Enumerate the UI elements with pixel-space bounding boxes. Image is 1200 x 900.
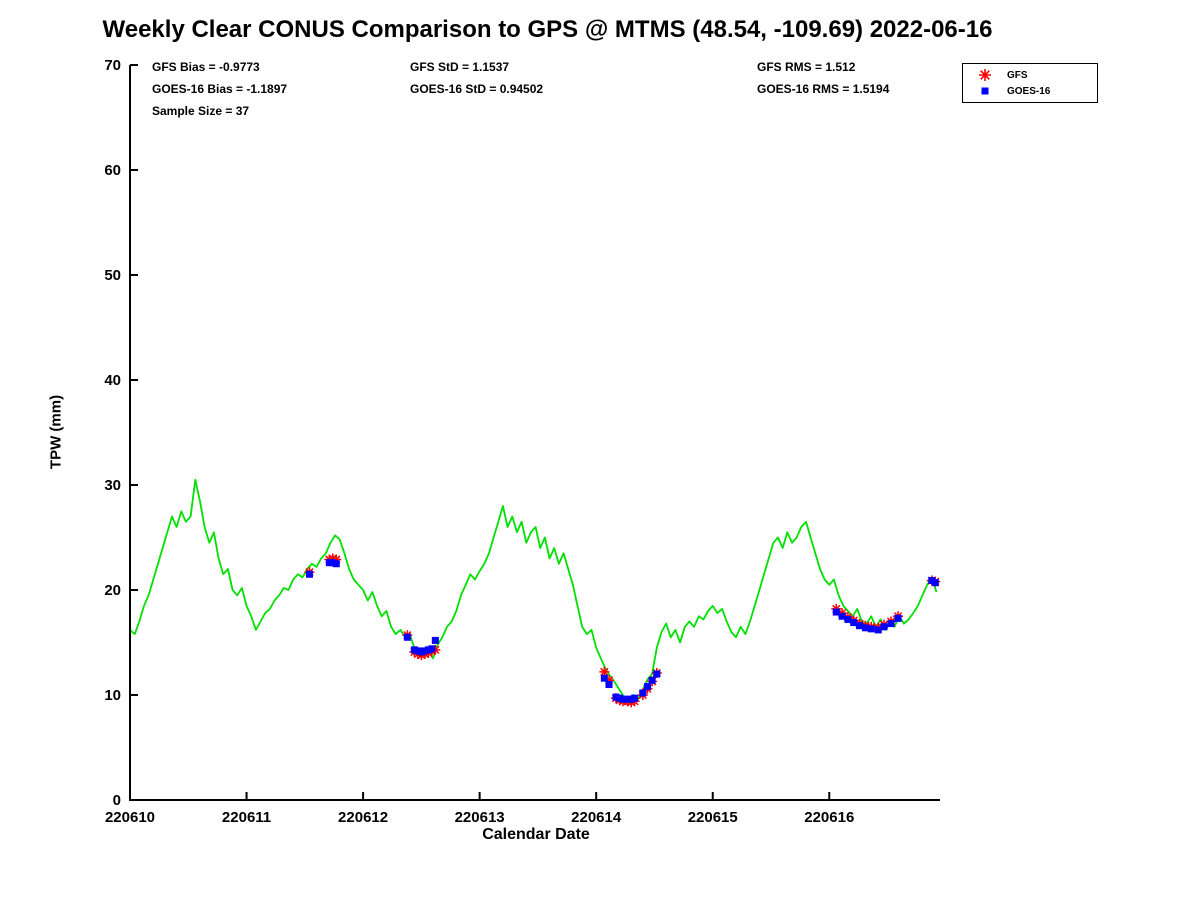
x-tick-label: 220611 [222, 809, 271, 826]
goes16-marker [867, 625, 875, 633]
goes16-marker [850, 619, 858, 627]
gfs-asterisk-icon [979, 69, 991, 81]
y-tick-label: 20 [104, 582, 121, 599]
goes16-marker [874, 626, 882, 634]
legend-square-glyph [981, 87, 989, 95]
goes16-markers [305, 559, 939, 703]
stat-goes16-std: GOES-16 StD = 0.94502 [410, 82, 544, 96]
goes16-marker [838, 612, 846, 620]
goes16-marker [844, 615, 852, 623]
goes16-marker [887, 620, 895, 628]
y-tick-label: 30 [104, 477, 121, 494]
stat-goes16-rms: GOES-16 RMS = 1.5194 [757, 82, 890, 96]
y-tick-label: 40 [104, 372, 121, 389]
goes16-marker [639, 689, 647, 697]
goes16-marker [431, 636, 439, 644]
stat-goes16-bias: GOES-16 Bias = -1.1897 [152, 82, 288, 96]
goes16-marker [880, 623, 888, 631]
x-tick-label: 220614 [571, 809, 622, 826]
y-tick-label: 10 [104, 687, 121, 704]
goes16-marker [643, 683, 651, 691]
goes16-marker [332, 560, 340, 568]
goes16-marker [403, 633, 411, 641]
stat-gfs-rms: GFS RMS = 1.512 [757, 60, 856, 74]
gfs-marker [599, 666, 610, 677]
gps-line [129, 478, 938, 702]
y-tick-label: 70 [104, 57, 121, 74]
stat-gfs-bias: GFS Bias = -0.9773 [152, 60, 260, 74]
goes16-marker [648, 676, 656, 684]
stats-column-std: GFS StD = 1.1537 GOES-16 StD = 0.94502 [410, 56, 543, 100]
legend-label-goes16: GOES-16 [1007, 85, 1051, 97]
goes16-marker [653, 670, 661, 678]
stats-column-rms: GFS RMS = 1.512 GOES-16 RMS = 1.5194 [757, 56, 889, 100]
stat-sample-size: Sample Size = 37 [152, 104, 250, 118]
x-tick-label: 220612 [338, 809, 388, 826]
x-tick-label: 220613 [455, 809, 505, 826]
y-tick-label: 0 [113, 792, 121, 809]
legend-item-goes16: GOES-16 [963, 84, 1097, 99]
goes16-marker [861, 624, 869, 632]
goes16-marker [605, 681, 613, 688]
gfs-marker [327, 553, 338, 564]
stats-column-bias: GFS Bias = -0.9773 GOES-16 Bias = -1.189… [152, 56, 287, 122]
y-tick-label: 50 [104, 267, 121, 284]
goes16-marker [856, 622, 864, 630]
goes16-marker [832, 608, 840, 616]
stat-gfs-std: GFS StD = 1.1537 [410, 60, 510, 74]
legend-box: GFS GOES-16 [962, 63, 1098, 103]
goes16-marker [619, 695, 627, 703]
goes16-marker [894, 614, 902, 622]
legend-item-gfs: GFS [963, 68, 1097, 83]
y-tick-label: 60 [104, 162, 121, 179]
goes16-marker [631, 694, 639, 702]
x-axis-label: Calendar Date [482, 826, 590, 843]
chart-title: Weekly Clear CONUS Comparison to GPS @ M… [102, 16, 993, 43]
legend-label-gfs: GFS [1007, 69, 1028, 81]
goes16-square-icon [981, 87, 989, 95]
y-axis-label: TPW (mm) [47, 394, 65, 470]
x-tick-label: 220616 [804, 809, 854, 826]
x-tick-label: 220615 [688, 809, 738, 826]
x-tick-label: 220610 [105, 809, 155, 826]
goes16-marker [428, 645, 436, 653]
gfs-marker [604, 675, 615, 686]
legend-asterisk-glyph [979, 69, 991, 81]
goes16-marker [305, 570, 313, 578]
goes16-marker [600, 674, 608, 682]
goes16-marker [931, 579, 939, 587]
